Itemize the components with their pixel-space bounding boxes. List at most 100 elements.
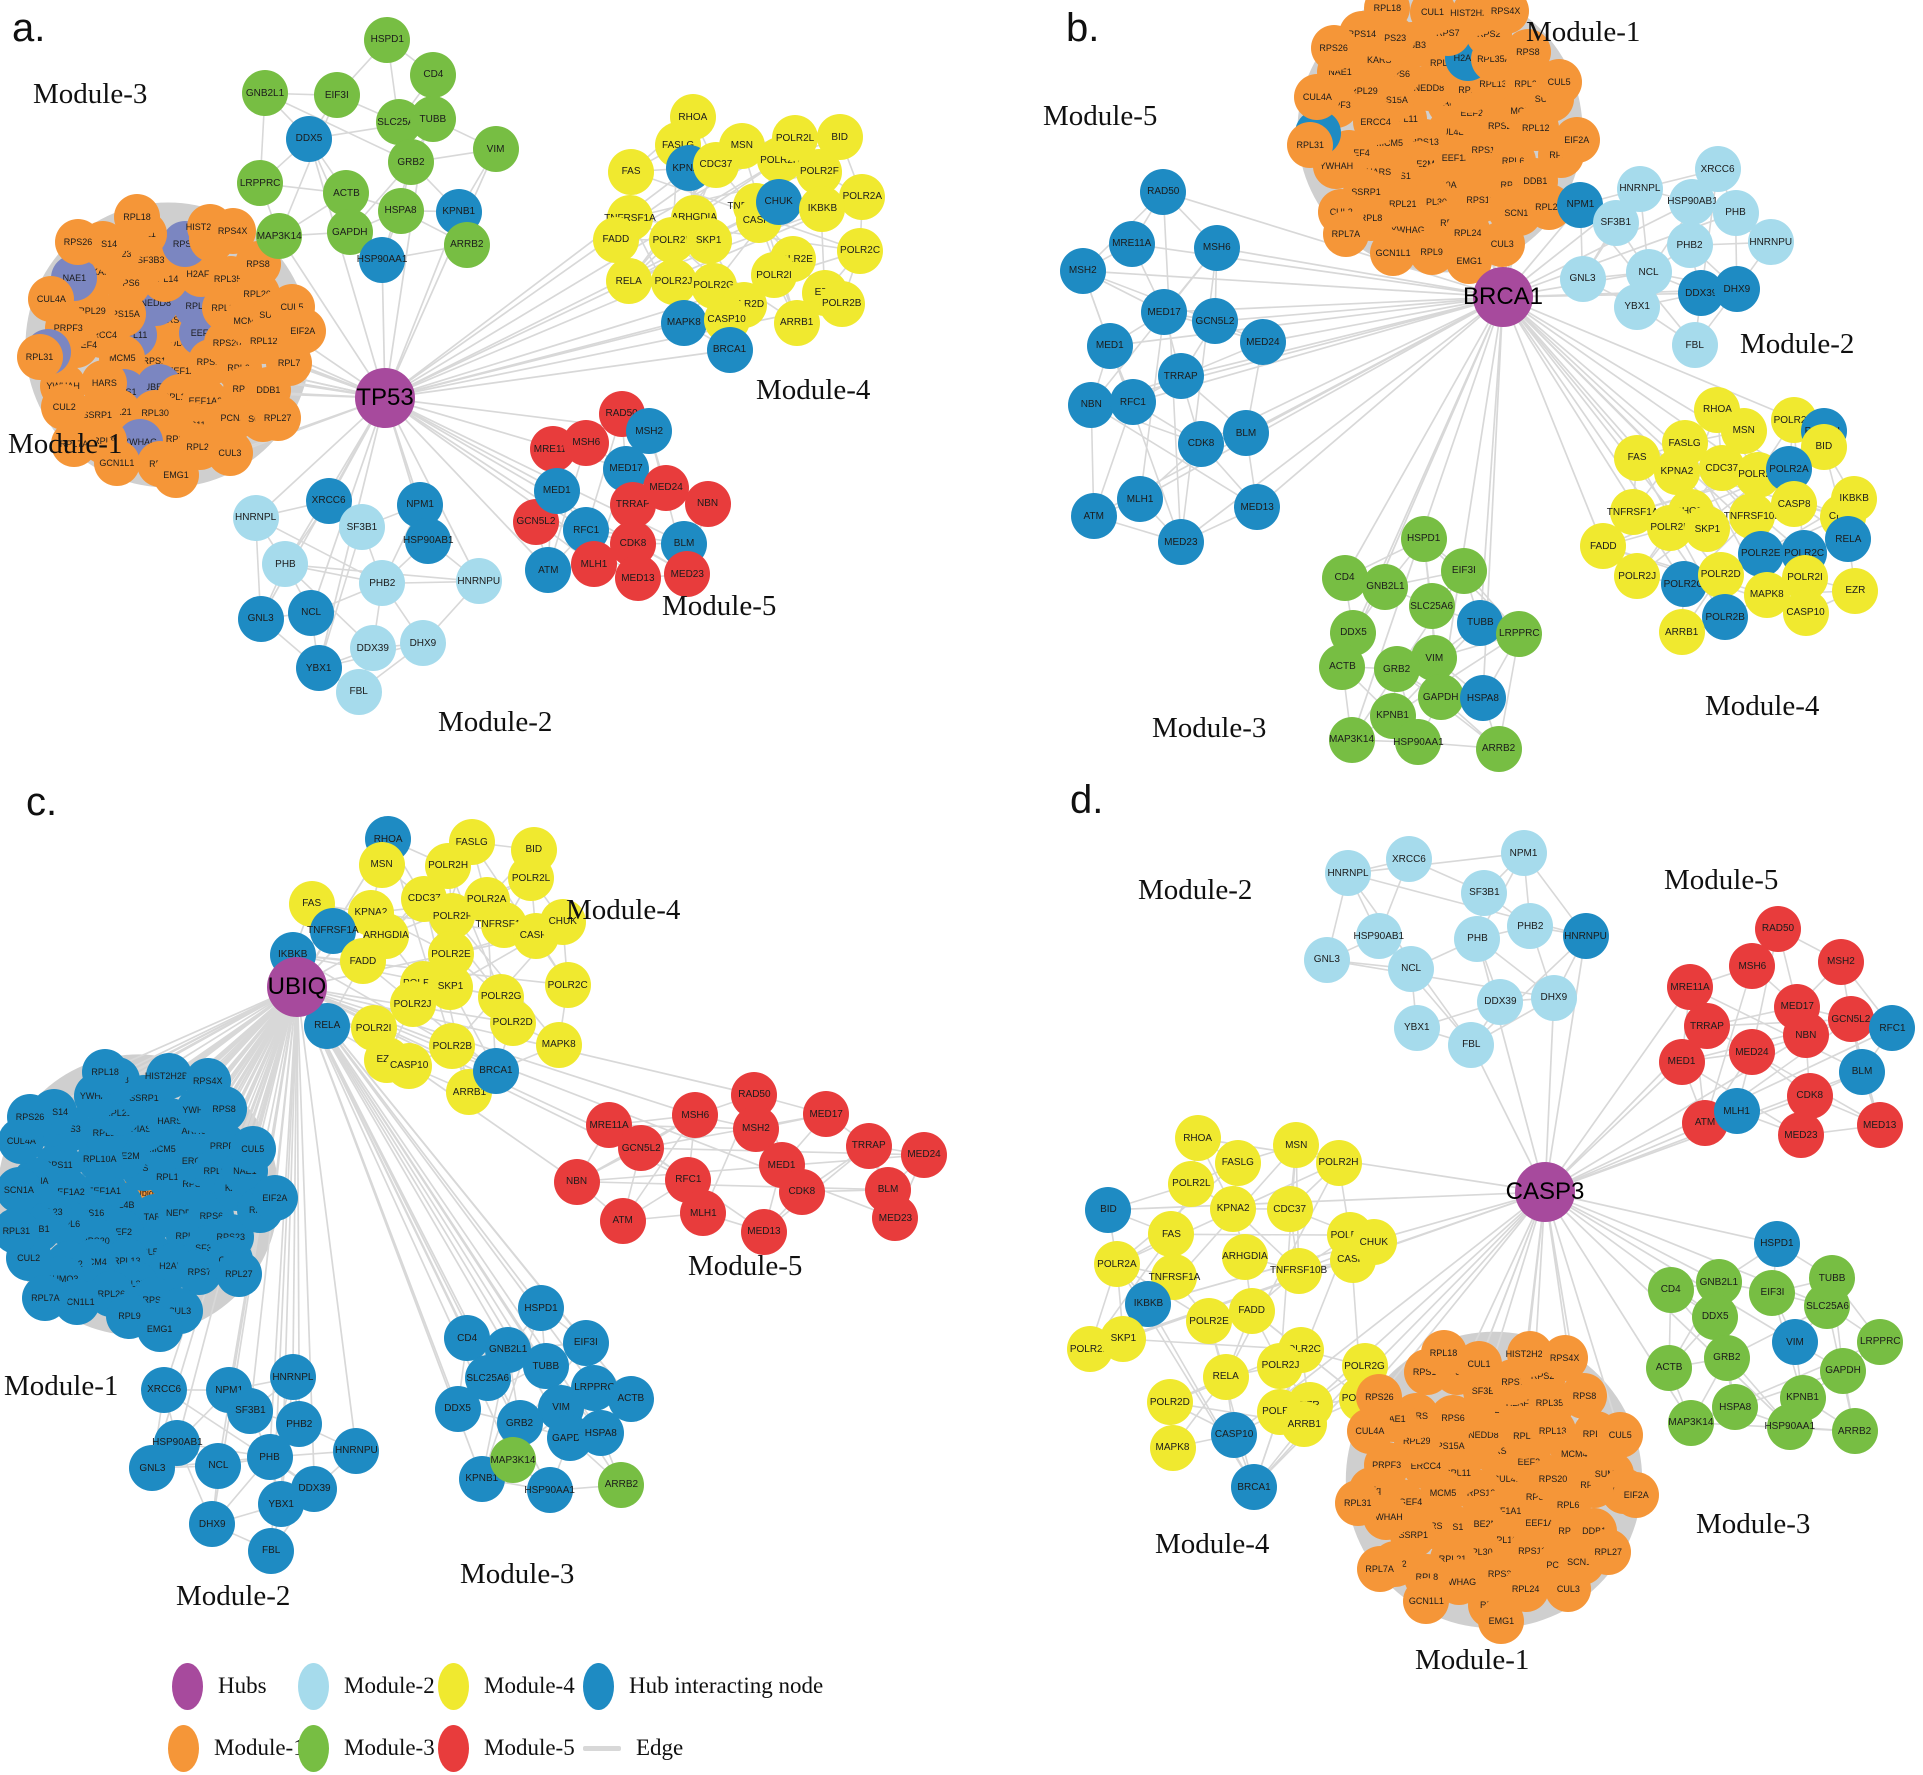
node-hsp90aa1[interactable]: HSP90AA1	[1393, 719, 1444, 766]
node-rpl18[interactable]: RPL18	[82, 1048, 129, 1095]
node-polr2e[interactable]: POLR2E	[1737, 530, 1784, 577]
node-med24[interactable]: MED24	[901, 1131, 948, 1178]
node-rps26[interactable]: RPS26	[1310, 24, 1357, 71]
node-arrb1[interactable]: ARRB1	[1281, 1401, 1328, 1448]
node-trrap[interactable]: TRRAP	[1157, 353, 1204, 400]
node-arrb1[interactable]: ARRB1	[773, 299, 820, 346]
node-cdk8[interactable]: CDK8	[1786, 1072, 1833, 1119]
node-eif2a[interactable]: EIF2A	[1553, 116, 1600, 163]
node-ddx5[interactable]: DDX5	[1692, 1293, 1739, 1340]
node-polr2i[interactable]: POLR2I	[751, 252, 798, 299]
node-med23[interactable]: MED23	[1777, 1112, 1824, 1159]
node-rpl7a[interactable]: RPL7A	[1356, 1546, 1403, 1593]
node-atm[interactable]: ATM	[1070, 493, 1117, 540]
node-fas[interactable]: FAS	[608, 148, 655, 195]
node-ddx39[interactable]: DDX39	[349, 625, 396, 672]
hub-node-ubiq[interactable]: UBIQ	[267, 957, 327, 1017]
node-phb2[interactable]: PHB2	[276, 1401, 323, 1448]
node-map3k14[interactable]: MAP3K14	[1328, 716, 1375, 763]
node-hnrnpl[interactable]: HNRNPL	[269, 1354, 316, 1401]
node-slc25a6[interactable]: SLC25A6	[1408, 583, 1455, 630]
node-grb2[interactable]: GRB2	[1373, 646, 1420, 693]
node-grb2[interactable]: GRB2	[1703, 1334, 1750, 1381]
node-polr2a[interactable]: POLR2A	[839, 173, 886, 220]
node-ybx1[interactable]: YBX1	[1393, 1004, 1440, 1051]
node-ddx5[interactable]: DDX5	[286, 115, 333, 162]
node-polr2a[interactable]: POLR2A	[1093, 1241, 1140, 1288]
node-hspd1[interactable]: HSPD1	[364, 16, 411, 63]
node-dhx9[interactable]: DHX9	[1713, 266, 1760, 313]
node-emg1[interactable]: EMG1	[1478, 1598, 1525, 1645]
node-polr2j[interactable]: POLR2J	[1257, 1342, 1304, 1389]
node-polr2h[interactable]: POLR2H	[1315, 1139, 1362, 1186]
node-hnrnpu[interactable]: HNRNPU	[455, 558, 502, 605]
node-phb[interactable]: PHB	[1454, 915, 1501, 962]
node-med13[interactable]: MED13	[740, 1208, 787, 1255]
node-gnl3[interactable]: GNL3	[1303, 936, 1350, 983]
node-cul5[interactable]: CUL5	[1597, 1412, 1644, 1459]
node-ddx39[interactable]: DDX39	[1477, 978, 1524, 1025]
node-med24[interactable]: MED24	[643, 464, 690, 511]
hub-node-casp3[interactable]: CASP3	[1506, 1162, 1584, 1222]
node-casp10[interactable]: CASP10	[386, 1042, 433, 1089]
node-hsp90aa1[interactable]: HSP90AA1	[524, 1467, 575, 1514]
node-sf3b1[interactable]: SF3B1	[227, 1387, 274, 1434]
node-vim[interactable]: VIM	[472, 126, 519, 173]
node-dhx9[interactable]: DHX9	[399, 620, 446, 666]
node-hnrnpu[interactable]: HNRNPU	[1562, 913, 1609, 960]
node-msh6[interactable]: MSH6	[672, 1092, 719, 1139]
node-nbn[interactable]: NBN	[1068, 381, 1115, 428]
node-gcn5l2[interactable]: GCN5L2	[618, 1125, 665, 1172]
node-eif3i[interactable]: EIF3I	[562, 1319, 609, 1366]
node-blm[interactable]: BLM	[1839, 1048, 1886, 1095]
node-rpl27[interactable]: RPL27	[254, 394, 301, 441]
node-ezr[interactable]: EZR	[1832, 567, 1879, 614]
node-tubb[interactable]: TUBB	[522, 1343, 569, 1390]
node-rpl27[interactable]: RPL27	[1585, 1529, 1632, 1576]
node-eif2a[interactable]: EIF2A	[1613, 1471, 1660, 1518]
node-rpl7a[interactable]: RPL7A	[1322, 211, 1369, 258]
node-mlh1[interactable]: MLH1	[1117, 476, 1164, 523]
node-tnfrsf10b[interactable]: TNFRSF10B	[1270, 1247, 1327, 1294]
node-dhx9[interactable]: DHX9	[189, 1501, 236, 1548]
node-ikbkb[interactable]: IKBKB	[799, 185, 846, 232]
node-tubb[interactable]: TUBB	[1809, 1255, 1856, 1302]
node-ncl[interactable]: NCL	[195, 1442, 242, 1489]
node-nbn[interactable]: NBN	[684, 480, 731, 527]
node-atm[interactable]: ATM	[525, 547, 572, 594]
node-brca1[interactable]: BRCA1	[472, 1047, 519, 1094]
node-fas[interactable]: FAS	[1148, 1211, 1195, 1258]
node-med1[interactable]: MED1	[1086, 322, 1133, 369]
node-hspd1[interactable]: HSPD1	[1400, 515, 1447, 562]
node-rfc1[interactable]: RFC1	[1109, 379, 1156, 426]
node-cdc37[interactable]: CDC37	[692, 141, 739, 188]
node-rad50[interactable]: RAD50	[1140, 168, 1187, 215]
node-gnl3[interactable]: GNL3	[129, 1445, 176, 1491]
node-polr2j[interactable]: POLR2J	[389, 981, 436, 1028]
node-eif3i[interactable]: EIF3I	[1440, 547, 1487, 594]
node-hspa8[interactable]: HSPA8	[577, 1410, 624, 1457]
node-mlh1[interactable]: MLH1	[570, 541, 617, 588]
node-rps4x[interactable]: RPS4X	[209, 208, 256, 255]
node-sf3b1[interactable]: SF3B1	[1592, 199, 1639, 246]
node-nbn[interactable]: NBN	[1782, 1012, 1829, 1059]
node-ddx5[interactable]: DDX5	[434, 1385, 481, 1432]
node-bid[interactable]: BID	[1085, 1186, 1132, 1233]
node-mapk8[interactable]: MAPK8	[535, 1021, 582, 1068]
node-lrpprc[interactable]: LRPPRC	[237, 160, 284, 207]
node-map3k14[interactable]: MAP3K14	[1667, 1399, 1714, 1446]
node-sf3b1[interactable]: SF3B1	[338, 504, 385, 551]
node-rpl31[interactable]: RPL31	[1287, 122, 1334, 168]
node-trrap[interactable]: TRRAP	[845, 1122, 892, 1169]
node-tubb[interactable]: TUBB	[409, 96, 456, 143]
node-rpl31[interactable]: RPL31	[16, 333, 63, 380]
node-med13[interactable]: MED13	[1856, 1102, 1903, 1149]
node-eif3i[interactable]: EIF3I	[1749, 1269, 1796, 1316]
node-fadd[interactable]: FADD	[592, 216, 639, 263]
node-fbl[interactable]: FBL	[1671, 322, 1718, 369]
node-msn[interactable]: MSN	[1273, 1122, 1320, 1169]
node-nbn[interactable]: NBN	[553, 1158, 600, 1205]
node-skp1[interactable]: SKP1	[1100, 1315, 1147, 1362]
node-polr2c[interactable]: POLR2C	[837, 227, 884, 274]
node-polr2e[interactable]: POLR2E	[1186, 1298, 1233, 1345]
